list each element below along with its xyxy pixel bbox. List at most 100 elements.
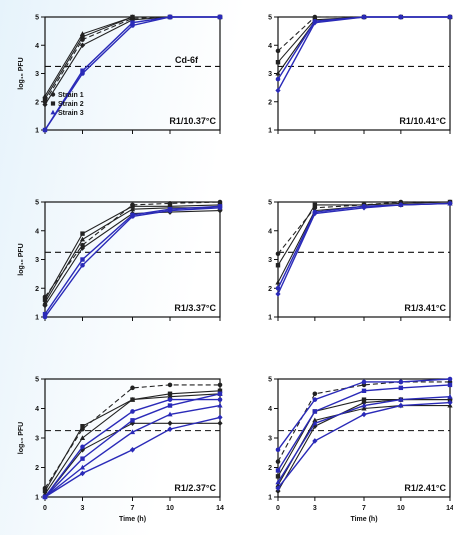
series-line [44,207,221,318]
x-tick-label: 10 [166,505,174,512]
series-line [44,207,220,303]
data-point [312,423,318,429]
data-point [80,34,85,39]
x-tick-label: 7 [362,505,366,512]
data-point [398,402,404,409]
data-point [447,393,453,399]
x-tick-label: 10 [397,505,405,512]
data-point [275,48,281,54]
series-line [277,202,451,283]
data-point [275,447,281,453]
y-tick-label: 2 [268,286,272,293]
y-tick-label: 1 [35,315,39,322]
y-tick-label: 5 [268,15,272,22]
data-point [361,402,367,408]
data-point [79,470,86,477]
legend-marker [50,92,56,97]
data-point [42,488,48,494]
x-tick-label: 0 [43,505,47,512]
panel-title: R1/10.41°C [399,116,446,126]
series-line [44,204,221,301]
y-tick-label: 4 [268,228,272,235]
x-tick-label: 14 [446,505,453,512]
y-tick-label: 4 [35,406,39,413]
data-point [80,444,85,450]
data-point [130,418,135,423]
x-tick-label: 14 [216,505,224,512]
data-point [312,438,318,444]
data-point [130,385,135,391]
data-point [79,435,86,440]
data-point [275,70,281,76]
y-tick-label: 2 [268,99,272,106]
y-tick-label: 2 [35,99,39,106]
data-point [447,376,453,382]
data-point [361,388,367,393]
data-point [275,60,281,65]
data-point [312,417,318,423]
data-point [42,311,48,317]
data-point [398,202,404,208]
plot-frame [277,16,451,131]
data-point [447,201,453,206]
panel-title: R1/3.37°C [174,303,216,313]
data-point [80,257,85,262]
data-point [275,488,281,494]
panel-title: R1/3.41°C [404,303,446,313]
data-point [312,391,318,397]
y-axis-label: log₁₀ PFU [18,422,25,455]
legend-marker [50,109,56,115]
data-point [275,279,281,285]
data-point [398,379,404,385]
data-point [447,14,453,20]
series-line [44,16,220,103]
data-point [80,424,85,429]
data-point [79,42,86,49]
series-line [44,384,220,489]
data-point [79,31,86,36]
data-point [167,420,173,427]
data-point [312,202,318,208]
chart-panel-6: 1 2 3 4 5 0 3 7 10 14 Time (h) R1/2.41°C [268,377,453,524]
series-line [277,16,450,52]
y-tick-label: 3 [35,257,39,264]
x-axis-label: Time (h) [350,516,377,523]
data-point [80,242,85,248]
x-axis-label: Time (h) [119,516,146,523]
data-point [80,231,85,236]
panel-title: R1/2.37°C [174,483,216,493]
y-tick-label: 3 [268,71,272,78]
y-tick-label: 4 [35,228,39,235]
series-line [277,202,451,295]
data-point [130,409,135,414]
data-point [275,459,281,464]
y-tick-label: 3 [35,436,39,443]
x-tick-label: 3 [313,505,317,512]
plot-frame [44,201,221,318]
y-tick-label: 5 [35,377,39,384]
data-point [167,391,173,396]
data-point [312,209,318,215]
y-tick-label: 2 [35,286,39,293]
series-line [277,16,450,80]
y-tick-label: 5 [35,15,39,22]
data-point [217,420,223,427]
data-point [217,397,223,402]
plot-frame [44,378,221,498]
data-point [217,402,223,408]
data-point [447,399,453,406]
data-point [275,263,281,268]
legend-entry: Strain 2 [58,101,84,108]
y-tick-label: 3 [35,71,39,78]
data-point [129,429,136,435]
data-point [130,20,135,25]
data-point [129,14,136,19]
series-line [44,393,221,495]
chart-panel-2: 1 2 3 4 5 R1/10.41°C [268,14,453,135]
panel-title: R1/2.41°C [404,483,446,493]
data-point [275,87,281,94]
y-tick-label: 4 [268,43,272,50]
data-point [361,399,367,406]
